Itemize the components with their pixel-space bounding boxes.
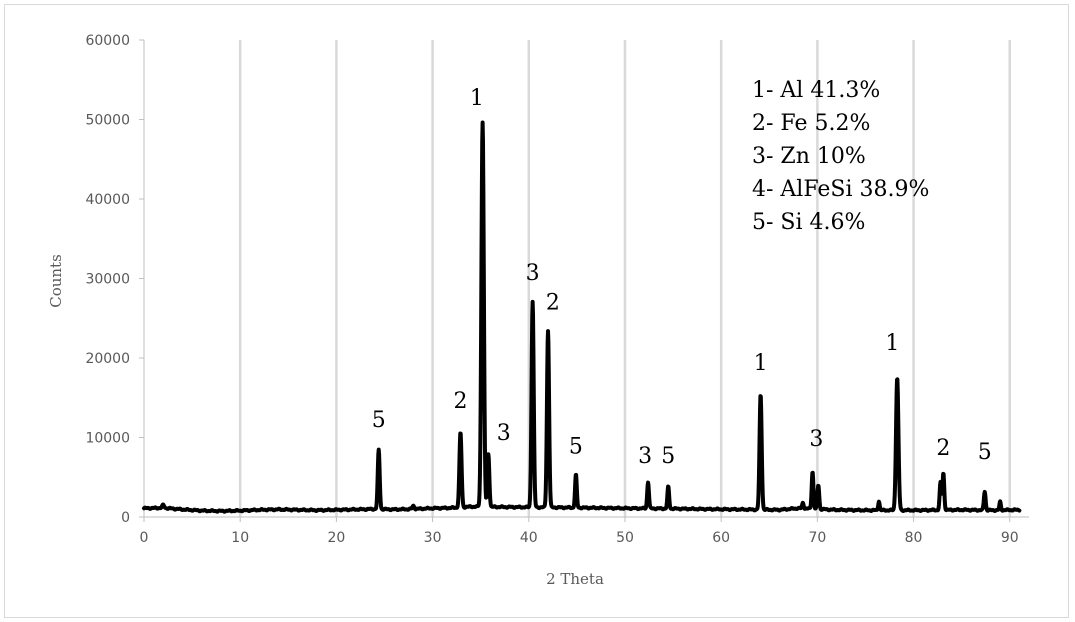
x-tick-label-80: 80 (905, 530, 923, 546)
peak-label: 3 (526, 261, 540, 286)
legend-entry: 4- AlFeSi 38.9% (752, 177, 929, 202)
x-axis-label: 2 Theta (546, 570, 604, 588)
peak-label: 3 (638, 444, 652, 469)
peak-label: 1 (470, 86, 484, 111)
peak-label: 2 (546, 291, 560, 316)
y-tick-labels: 0 10000 20000 30000 40000 50000 60000 (85, 33, 130, 526)
x-tick-label-30: 30 (424, 530, 442, 546)
y-tick-label-0: 0 (121, 510, 130, 526)
axes (139, 39, 1029, 522)
legend-entry: 1- Al 41.3% (752, 78, 880, 103)
y-tick-label-30000: 30000 (85, 272, 130, 288)
peak-label: 5 (372, 408, 386, 433)
peak-label: 5 (978, 440, 992, 465)
peak-label: 1 (885, 331, 899, 356)
x-tick-label-70: 70 (808, 530, 826, 546)
legend-entry: 3- Zn 10% (752, 144, 866, 169)
peak-label: 3 (497, 421, 511, 446)
phase-legend: 1- Al 41.3% 2- Fe 5.2% 3- Zn 10% 4- AlFeSi … (752, 78, 929, 235)
x-tick-label-90: 90 (1001, 530, 1019, 546)
x-tick-label-60: 60 (712, 530, 730, 546)
x-tick-label-10: 10 (231, 530, 249, 546)
y-tick-label-60000: 60000 (85, 33, 130, 49)
x-tick-label-40: 40 (520, 530, 538, 546)
y-tick-label-10000: 10000 (85, 431, 130, 447)
grid-lines (238, 40, 1012, 517)
x-tick-labels: 0 10 20 30 40 50 60 70 80 90 (140, 530, 1019, 546)
y-axis-label: Counts (47, 254, 65, 308)
peak-label: 2 (936, 436, 950, 461)
xrd-chart: 0 10 20 30 40 50 60 70 80 90 0 10000 20000 30000 4000… (47, 33, 1029, 588)
y-tick-label-20000: 20000 (85, 351, 130, 367)
chart-frame: 0 10 20 30 40 50 60 70 80 90 0 10000 20000 30000 4000… (4, 4, 1069, 618)
peak-label: 3 (809, 427, 823, 452)
peak-label: 2 (453, 389, 467, 414)
xrd-pattern-line (142, 120, 1022, 514)
y-tick-label-50000: 50000 (85, 113, 130, 129)
peak-label: 5 (569, 434, 583, 459)
peak-label: 1 (754, 351, 768, 376)
x-tick-label-50: 50 (616, 530, 634, 546)
y-tick-label-40000: 40000 (85, 192, 130, 208)
legend-entry: 2- Fe 5.2% (752, 111, 870, 136)
legend-entry: 5- Si 4.6% (752, 210, 865, 235)
x-tick-label-0: 0 (140, 530, 149, 546)
peak-label: 5 (661, 444, 675, 469)
x-tick-label-20: 20 (327, 530, 345, 546)
